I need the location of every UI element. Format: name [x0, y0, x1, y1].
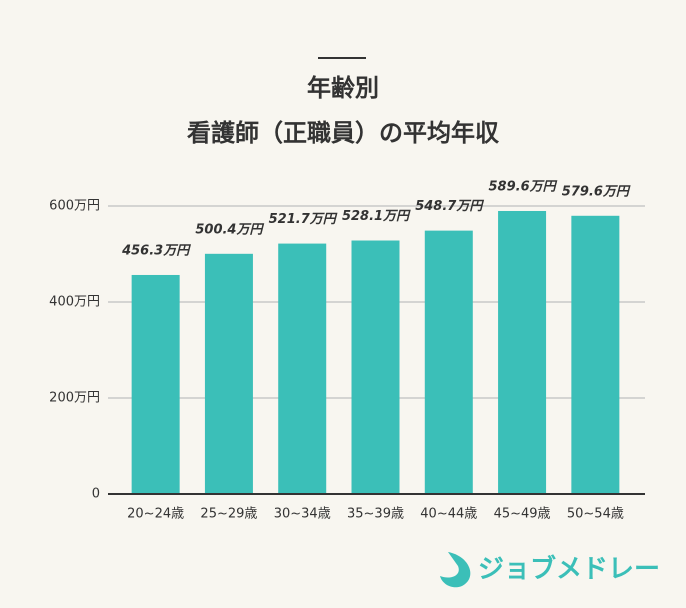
bar	[278, 243, 327, 494]
x-tick-label: 25~29歳	[200, 507, 257, 522]
x-tick-label: 35~39歳	[347, 507, 404, 522]
bar	[571, 215, 620, 495]
value-label: 579.6万円	[562, 184, 631, 199]
x-tick-label: 50~54歳	[567, 507, 624, 522]
value-label: 548.7万円	[415, 199, 484, 214]
value-label: 589.6万円	[489, 179, 558, 194]
bar	[498, 210, 547, 494]
y-tick-label: 400万円	[49, 295, 100, 310]
value-label: 456.3万円	[121, 243, 191, 258]
y-tick-label: 600万円	[49, 199, 100, 214]
bar	[204, 253, 253, 494]
bar	[424, 230, 473, 494]
value-label: 521.7万円	[269, 212, 338, 227]
bar	[131, 274, 180, 494]
chart-title: 看護師（正職員）の平均年収	[187, 119, 500, 147]
value-label: 528.1万円	[342, 209, 411, 224]
brand-name: ジョブメドレー	[478, 554, 660, 585]
brand-logo: ジョブメドレー	[440, 552, 660, 588]
bar	[351, 240, 400, 494]
y-tick-label: 200万円	[49, 391, 100, 406]
x-tick-label: 45~49歳	[494, 507, 551, 522]
x-tick-label: 40~44歳	[420, 507, 477, 522]
chart-title: 年齢別	[307, 74, 379, 102]
x-tick-label: 30~34歳	[274, 507, 331, 522]
y-tick-label: 0	[92, 487, 100, 502]
logo-icon	[440, 552, 471, 588]
value-label: 500.4万円	[195, 222, 264, 237]
x-tick-label: 20~24歳	[127, 507, 184, 522]
